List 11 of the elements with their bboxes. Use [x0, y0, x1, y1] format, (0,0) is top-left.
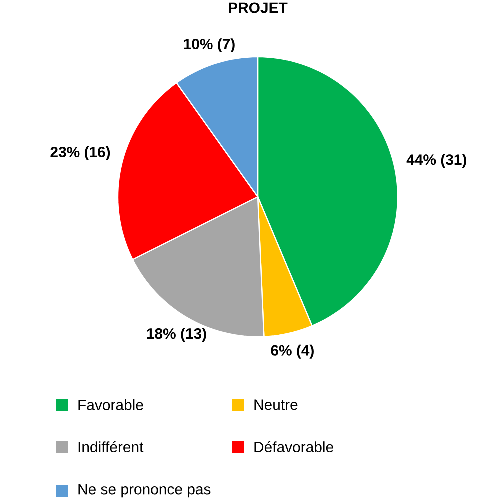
legend-label: Défavorable	[254, 441, 334, 453]
legend-label: Neutre	[254, 400, 298, 410]
data-label: 23% (16)	[50, 146, 110, 160]
legend-label: Favorable	[78, 400, 144, 410]
data-label: 6% (4)	[271, 344, 314, 359]
chart-title: PROJET	[229, 2, 288, 14]
data-label: 44% (31)	[406, 154, 466, 168]
data-label: 10% (7)	[184, 38, 235, 53]
data-label: 18% (13)	[147, 328, 206, 342]
legend-label: Ne se prononce pas	[78, 484, 211, 498]
legend-label: Indifférent	[78, 441, 144, 453]
